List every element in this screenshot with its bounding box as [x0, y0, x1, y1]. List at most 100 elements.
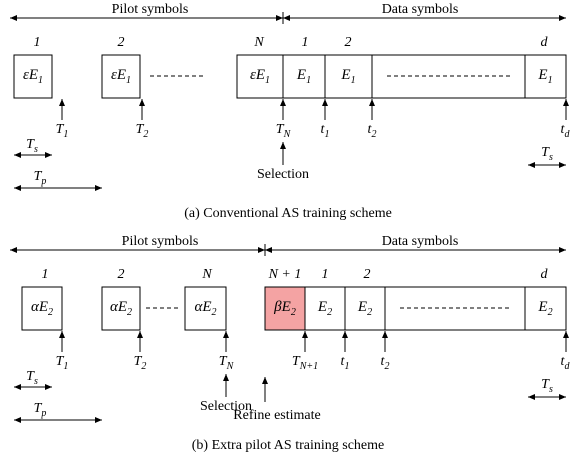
box-label-main: αE	[31, 299, 48, 315]
box-label: E2	[537, 299, 552, 318]
time-label-main: T	[56, 354, 65, 369]
box-label-main: εE	[250, 67, 265, 83]
time-label-sub: 2	[371, 129, 376, 140]
box-label: εE1	[23, 67, 43, 86]
time-label: t2	[381, 354, 390, 372]
box-label-main: E	[357, 299, 367, 315]
pilot-label: Pilot symbols	[122, 234, 199, 249]
box-label-sub: 2	[327, 307, 332, 318]
index-label: 1	[322, 267, 329, 282]
time-label-sub: N+1	[299, 361, 318, 372]
index-label: 2	[118, 267, 125, 282]
box-label-sub: 2	[291, 307, 296, 318]
index-label: d	[541, 35, 549, 50]
interval-label-sub: p	[40, 176, 46, 187]
index-label: 1	[34, 35, 41, 50]
box-label-main: E	[317, 299, 327, 315]
box-label-main: αE	[110, 299, 127, 315]
box-label: E1	[537, 67, 552, 86]
time-label-main: t	[368, 122, 373, 137]
box-label: αE2	[110, 299, 132, 318]
box-label-main: αE	[194, 299, 211, 315]
index-label: 1	[302, 35, 309, 50]
symbol-box	[13, 54, 53, 99]
time-label-sub: 1	[344, 361, 349, 372]
data-label: Data symbols	[382, 2, 459, 17]
box-label-main: εE	[111, 67, 126, 83]
interval-label-main: T	[26, 369, 35, 384]
index-label: d	[541, 267, 549, 282]
time-label: TN+1	[292, 354, 318, 372]
box-label-main: E	[340, 67, 350, 83]
caption: (b) Extra pilot AS training scheme	[192, 438, 384, 453]
time-label: t1	[341, 354, 350, 372]
interval-label: Ts	[26, 137, 38, 155]
time-label-main: T	[134, 354, 143, 369]
interval-label: Tp	[34, 401, 47, 419]
interval-label: Tp	[34, 169, 47, 187]
time-label-sub: N	[226, 361, 235, 372]
caption: (a) Conventional AS training scheme	[184, 206, 392, 221]
time-label: T1	[56, 122, 69, 140]
box-label-main: E	[537, 299, 547, 315]
index-label: 2	[364, 267, 371, 282]
box-label-sub: 2	[212, 307, 217, 318]
interval-label: Ts	[26, 369, 38, 387]
box-label-sub: 1	[126, 75, 131, 86]
interval-label-sub: s	[549, 152, 553, 163]
symbol-box	[101, 54, 141, 99]
box-label-main: E	[537, 67, 547, 83]
box-label: E1	[340, 67, 355, 86]
box-label: βE2	[273, 299, 296, 318]
selection-label: Selection	[200, 399, 252, 414]
box-label-sub: 1	[306, 75, 311, 86]
data-label: Data symbols	[382, 234, 459, 249]
time-label: TN	[276, 122, 292, 140]
index-label: N	[201, 267, 212, 282]
refine-label: Refine estimate	[233, 408, 320, 423]
time-label-sub: 2	[384, 361, 389, 372]
time-label-main: T	[219, 354, 228, 369]
time-label: td	[561, 122, 571, 140]
time-label: td	[561, 354, 571, 372]
interval-label-sub: s	[34, 144, 38, 155]
box-label: εE1	[250, 67, 270, 86]
box-label-main: εE	[23, 67, 38, 83]
box-label-main: E	[296, 67, 306, 83]
symbol-box	[236, 54, 284, 99]
box-label-sub: 1	[38, 75, 43, 86]
time-label: t1	[321, 122, 330, 140]
time-label-main: T	[292, 354, 301, 369]
box-label-sub: 2	[367, 307, 372, 318]
symbol-box	[21, 286, 63, 331]
time-label: T1	[56, 354, 69, 372]
symbol-box	[304, 286, 346, 331]
box-label: αE2	[194, 299, 216, 318]
time-label-main: t	[561, 122, 566, 137]
time-label-main: t	[381, 354, 386, 369]
pilot-label: Pilot symbols	[112, 2, 189, 17]
index-label: N	[253, 35, 264, 50]
interval-label-main: T	[541, 145, 550, 160]
interval-label-sub: s	[34, 376, 38, 387]
symbol-box	[184, 286, 227, 331]
interval-label-main: T	[26, 137, 35, 152]
time-label-main: t	[321, 122, 326, 137]
symbol-box	[264, 286, 306, 331]
time-label-sub: 1	[324, 129, 329, 140]
box-label: αE2	[31, 299, 53, 318]
time-label-main: t	[561, 354, 566, 369]
interval-label-main: T	[34, 401, 43, 416]
time-label-main: T	[56, 122, 65, 137]
interval-label: Ts	[541, 377, 553, 395]
time-label-sub: d	[564, 361, 570, 372]
symbol-box	[324, 54, 373, 99]
index-label: 2	[118, 35, 125, 50]
box-label-sub: 1	[265, 75, 270, 86]
symbol-box	[524, 286, 567, 331]
time-label: TN	[219, 354, 235, 372]
wide-box	[384, 286, 526, 331]
time-label: T2	[136, 122, 149, 140]
index-label: 1	[42, 267, 49, 282]
